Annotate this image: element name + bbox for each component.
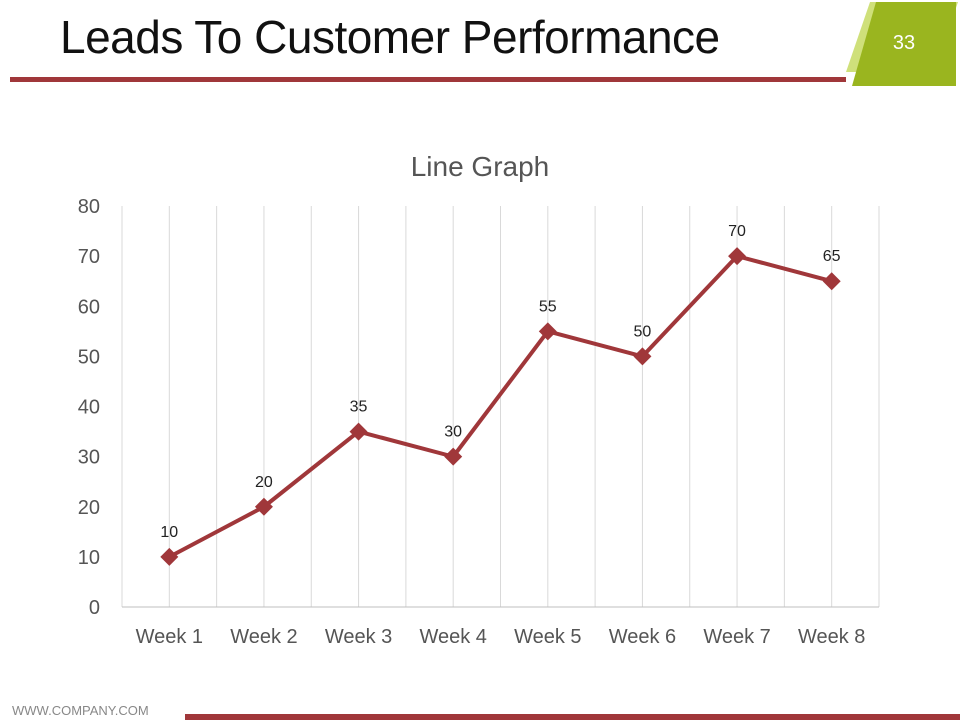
data-point-marker [822,272,841,291]
x-tick-label: Week 7 [703,626,770,648]
y-tick-label: 60 [78,296,100,318]
y-tick-label: 50 [78,346,100,368]
data-label: 35 [350,399,368,416]
series-line [168,254,833,559]
data-label: 10 [160,524,178,541]
data-point-marker [538,322,557,341]
data-point-marker [254,497,273,516]
data-point-marker [444,447,463,466]
x-tick-label: Week 3 [325,626,392,648]
y-tick-label: 0 [89,597,100,619]
badge-front-shape [852,2,956,86]
x-tick-label: Week 8 [798,626,865,648]
data-label: 20 [255,474,273,491]
data-label: 55 [539,298,557,315]
x-tick-label: Week 6 [609,626,676,648]
x-tick-label: Week 1 [136,626,203,648]
data-point-marker [728,247,747,266]
y-tick-label: 20 [78,497,100,519]
page-number-badge: 33 [846,0,960,90]
y-tick-label: 10 [78,547,100,569]
x-tick-label: Week 5 [514,626,581,648]
y-tick-label: 40 [78,397,100,419]
data-label: 30 [444,424,462,441]
data-label: 65 [823,248,841,265]
data-point-marker [633,347,652,366]
y-tick-label: 80 [78,196,100,218]
title-underline [10,77,846,82]
chart-title: Line Graph [411,151,550,182]
data-point-marker [349,422,368,441]
page-number: 33 [892,32,916,54]
footer-rule [185,714,960,720]
badge-shape [846,2,958,86]
y-tick-label: 30 [78,447,100,469]
footer-url: WWW.COMPANY.COM [12,703,149,718]
y-tick-label: 70 [78,246,100,268]
x-tick-label: Week 4 [419,626,486,648]
data-label: 70 [728,223,746,240]
x-tick-label: Week 2 [230,626,297,648]
line-chart: Line Graph 0 10 20 30 40 50 60 70 80 Week 1 Week 2… [78,151,880,648]
data-label: 50 [634,323,652,340]
slide-title: Leads To Customer Performance [60,11,720,63]
data-point-marker [160,547,179,566]
